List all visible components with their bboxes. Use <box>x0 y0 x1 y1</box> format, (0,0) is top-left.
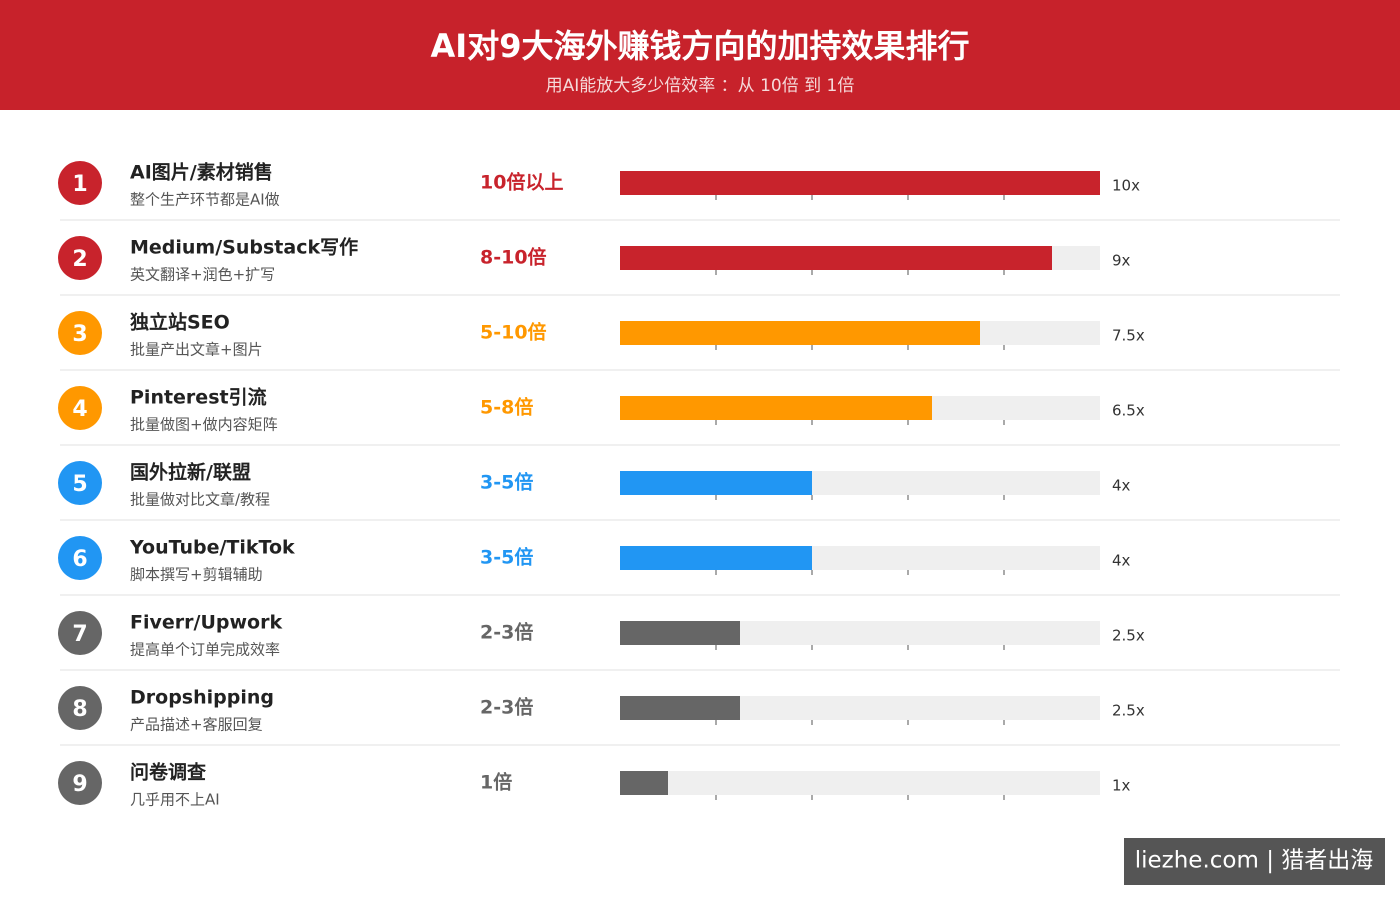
chart-subtitle: 用AI能放大多少倍效率 ：从 10倍 到 1倍 <box>546 76 855 96</box>
category-desc: 几乎用不上AI <box>130 791 220 809</box>
category-name: 独立站SEO <box>130 311 230 334</box>
rank-badge <box>58 686 102 730</box>
category-desc: 整个生产环节都是AI做 <box>130 191 280 209</box>
category-name: Medium/Substack写作 <box>130 236 358 259</box>
bar <box>620 471 812 495</box>
bar <box>620 696 740 720</box>
category-desc: 批量做对比文章/教程 <box>130 491 270 509</box>
value-label: 4x <box>1112 477 1131 495</box>
category-desc: 批量产出文章+图片 <box>130 341 263 359</box>
bar <box>620 546 812 570</box>
range-label: 10倍以上 <box>480 171 563 194</box>
rank-number: 7 <box>72 622 87 647</box>
category-desc: 提高单个订单完成效率 <box>130 641 280 659</box>
range-label: 5-10倍 <box>480 321 547 344</box>
rank-number: 2 <box>72 247 87 272</box>
category-name: AI图片/素材销售 <box>130 161 273 184</box>
value-label: 2.5x <box>1112 627 1145 645</box>
rank-badge <box>58 161 102 205</box>
watermark: liezhe.com | 猎者出海 <box>1135 848 1374 874</box>
rank-number: 9 <box>72 772 87 797</box>
watermark-box <box>1124 838 1385 885</box>
category-desc: 英文翻译+润色+扩写 <box>130 266 275 284</box>
rank-badge <box>58 761 102 805</box>
bar <box>620 396 932 420</box>
value-label: 10x <box>1112 177 1140 195</box>
value-label: 4x <box>1112 552 1131 570</box>
category-desc: 产品描述+客服回复 <box>130 716 263 734</box>
bar-track <box>620 771 1100 795</box>
rank-badge <box>58 536 102 580</box>
bar <box>620 246 1052 270</box>
rank-number: 6 <box>72 547 87 572</box>
value-label: 9x <box>1112 252 1131 270</box>
rank-badge <box>58 611 102 655</box>
chart-title: AI对9大海外赚钱方向的加持效果排行 <box>431 27 970 65</box>
category-name: YouTube/TikTok <box>129 537 295 559</box>
category-name: Pinterest引流 <box>130 386 267 409</box>
range-label: 3-5倍 <box>480 546 533 569</box>
range-label: 8-10倍 <box>480 246 547 269</box>
value-label: 2.5x <box>1112 702 1145 720</box>
value-label: 7.5x <box>1112 327 1145 345</box>
rank-badge <box>58 311 102 355</box>
value-label: 6.5x <box>1112 402 1145 420</box>
rank-badge <box>58 236 102 280</box>
category-name: 国外拉新/联盟 <box>130 461 251 484</box>
range-label: 1倍 <box>480 771 512 794</box>
range-label: 2-3倍 <box>480 621 533 644</box>
rank-badge <box>58 461 102 505</box>
bar <box>620 771 668 795</box>
range-label: 2-3倍 <box>480 696 533 719</box>
rank-number: 4 <box>72 397 87 422</box>
category-desc: 批量做图+做内容矩阵 <box>130 416 278 434</box>
rank-badge <box>58 386 102 430</box>
category-desc: 脚本撰写+剪辑辅助 <box>130 566 263 584</box>
rank-number: 8 <box>72 697 87 722</box>
category-name: Dropshipping <box>130 687 274 709</box>
bar <box>620 321 980 345</box>
range-label: 3-5倍 <box>480 471 533 494</box>
value-label: 1x <box>1112 777 1131 795</box>
bar <box>620 621 740 645</box>
rank-number: 1 <box>72 172 87 197</box>
header-band <box>0 0 1400 110</box>
range-label: 5-8倍 <box>480 396 533 419</box>
category-name: Fiverr/Upwork <box>130 612 282 634</box>
rank-number: 3 <box>72 322 87 347</box>
category-name: 问卷调查 <box>130 761 207 784</box>
bar <box>620 171 1100 195</box>
rank-number: 5 <box>72 472 87 497</box>
